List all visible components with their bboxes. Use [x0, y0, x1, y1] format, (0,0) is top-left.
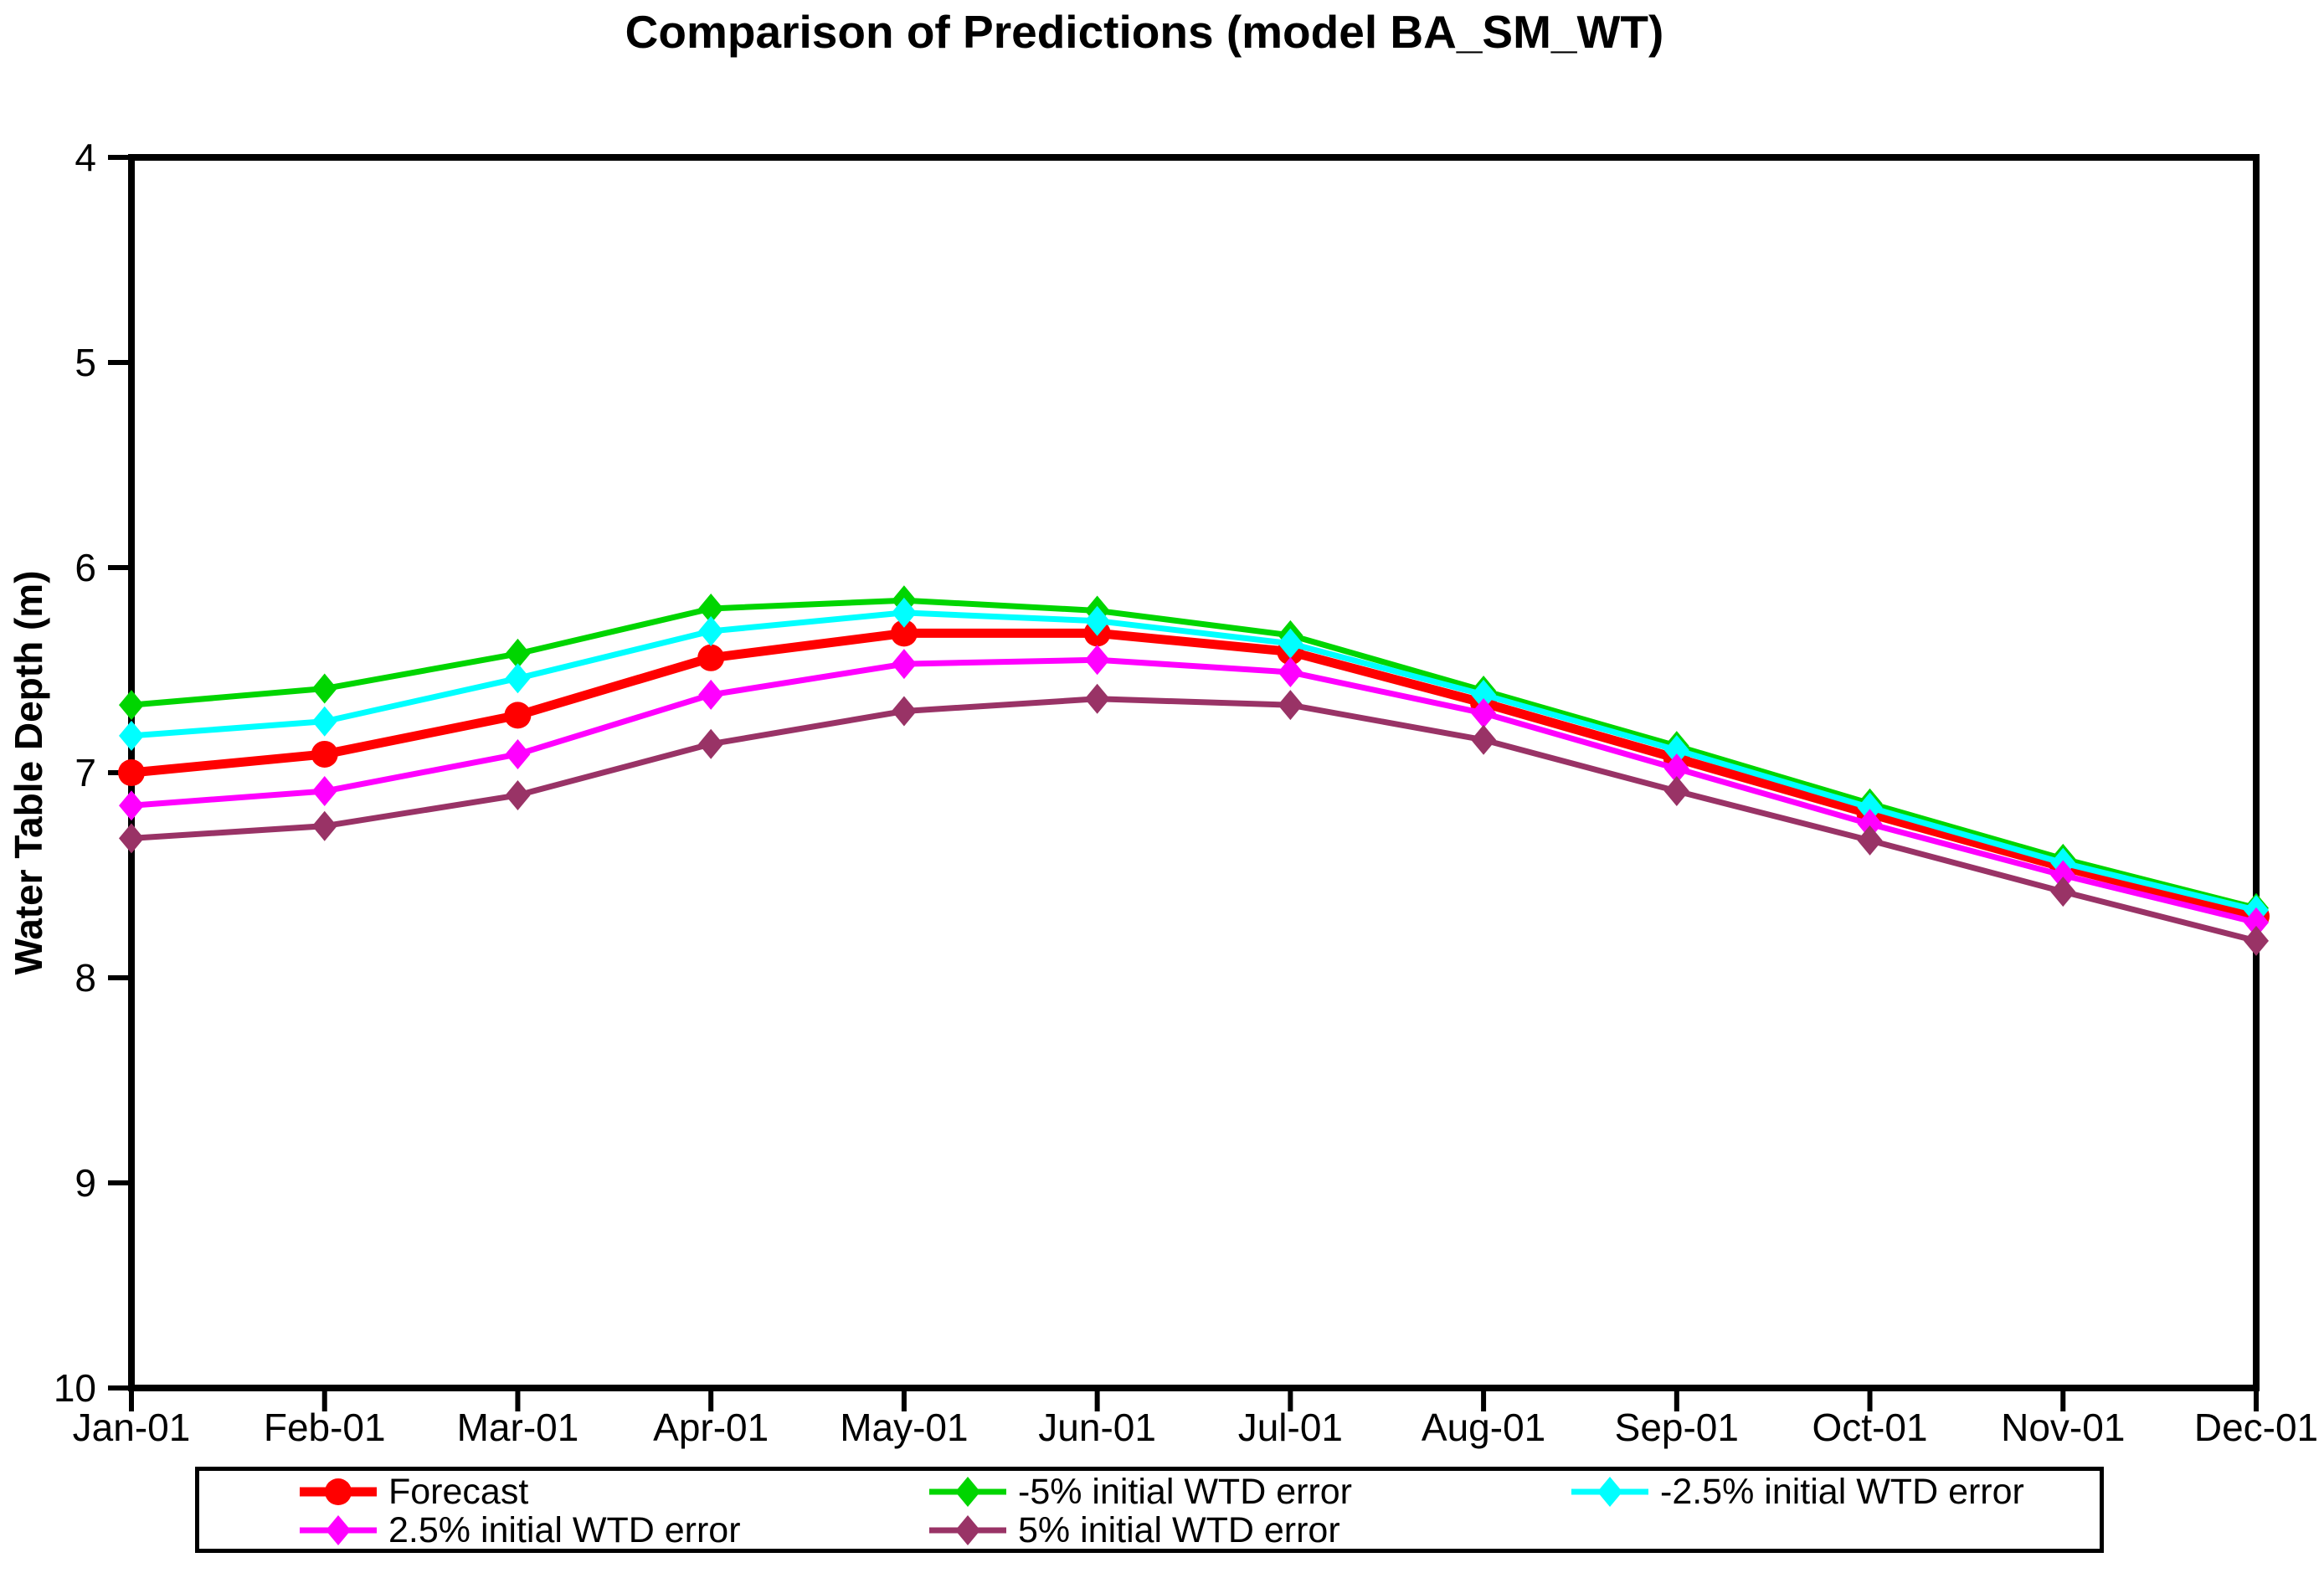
legend-marker-icon — [300, 1515, 377, 1545]
data-point-marker — [2244, 907, 2269, 938]
series-line — [128, 656, 2260, 926]
data-point-marker — [2050, 860, 2076, 891]
legend-item-3: 2.5% initial WTD error — [298, 1509, 928, 1550]
legend-marker — [955, 1477, 980, 1507]
x-tick-label: Jun-01 — [1038, 1406, 1156, 1449]
legend-label: -5% initial WTD error — [1018, 1471, 1352, 1512]
legend-item-0: Forecast — [298, 1471, 928, 1512]
legend-marker-icon — [300, 1478, 377, 1505]
data-point-marker — [698, 728, 724, 759]
data-point-marker — [2050, 876, 2076, 907]
x-tick-label: Nov-01 — [2001, 1406, 2125, 1449]
data-point-marker — [697, 644, 725, 671]
data-point-marker — [505, 779, 531, 810]
data-point-marker — [1278, 690, 1303, 721]
data-point-marker — [698, 679, 724, 710]
data-point-marker — [311, 673, 337, 704]
data-point-marker — [505, 663, 531, 694]
legend-marker — [325, 1478, 352, 1505]
legend-label: -2.5% initial WTD error — [1660, 1471, 2024, 1512]
data-point-marker — [1084, 645, 1110, 676]
data-point-marker — [1663, 753, 1689, 784]
y-tick-label: 8 — [75, 956, 96, 1000]
data-point-marker — [1278, 656, 1303, 687]
x-tick-label: Dec-01 — [2194, 1406, 2318, 1449]
data-point-marker — [119, 720, 144, 751]
data-point-marker — [118, 759, 145, 786]
data-point-marker — [311, 740, 338, 768]
data-point-marker — [1084, 605, 1110, 636]
data-point-marker — [119, 790, 144, 821]
x-tick-label: Oct-01 — [1812, 1406, 1928, 1449]
legend-label: Forecast — [388, 1471, 529, 1512]
series-line — [126, 628, 2261, 921]
data-point-marker — [890, 619, 918, 647]
data-point-marker — [1471, 697, 1497, 728]
legend-label: 2.5% initial WTD error — [388, 1509, 741, 1550]
y-tick-label: 5 — [75, 341, 96, 384]
x-tick-label: Mar-01 — [457, 1406, 579, 1449]
x-tick-label: Feb-01 — [264, 1406, 386, 1449]
legend-box: Forecast -5% initial WTD error -2.5% initi… — [195, 1467, 2104, 1553]
data-point-marker — [119, 690, 144, 721]
data-point-marker — [1663, 776, 1689, 807]
data-point-marker — [311, 810, 337, 841]
y-tick-label: 4 — [75, 136, 96, 179]
legend-marker — [955, 1515, 980, 1545]
data-point-marker — [1857, 809, 1883, 840]
plot-frame — [128, 154, 2260, 1391]
data-point-marker — [504, 702, 532, 729]
legend-item-1: -5% initial WTD error — [928, 1471, 1570, 1512]
legend-marker-icon — [1571, 1477, 1648, 1507]
series-3 — [119, 645, 2269, 938]
data-point-marker — [311, 706, 337, 737]
x-axis-ticks: Jan-01 Feb-01 Mar-01 Apr-01 May-01 Jun-01 Jul-… — [73, 1388, 2318, 1449]
y-tick-label: 7 — [75, 751, 96, 794]
data-point-marker — [891, 597, 917, 628]
data-point-marker — [891, 649, 917, 680]
series-line — [128, 696, 2260, 944]
data-point-marker — [1278, 628, 1303, 659]
legend-marker — [1597, 1477, 1622, 1507]
x-tick-label: May-01 — [840, 1406, 968, 1449]
legend-grid: Forecast -5% initial WTD error -2.5% initi… — [199, 1471, 2100, 1550]
data-point-marker — [1471, 679, 1497, 710]
x-tick-label: Jul-01 — [1238, 1406, 1343, 1449]
x-tick-label: Aug-01 — [1422, 1406, 1545, 1449]
legend-marker — [326, 1515, 351, 1545]
data-point-marker — [119, 823, 144, 854]
data-point-marker — [698, 594, 724, 624]
data-point-marker — [891, 696, 917, 727]
legend-item-4: 5% initial WTD error — [928, 1509, 1570, 1550]
x-tick-label: Apr-01 — [653, 1406, 769, 1449]
y-tick-label: 10 — [54, 1366, 96, 1410]
series-4 — [119, 683, 2269, 956]
y-axis-ticks: 4 5 6 7 8 9 10 — [54, 136, 131, 1410]
legend-marker-icon — [929, 1477, 1006, 1507]
data-point-marker — [1471, 724, 1497, 755]
data-point-marker — [505, 738, 531, 769]
data-point-marker — [1857, 825, 1883, 856]
legend-label: 5% initial WTD error — [1018, 1509, 1340, 1550]
series-line — [128, 597, 2260, 912]
data-point-marker — [2244, 925, 2269, 956]
chart-title: Comparison of Predictions (model BA_SM_W… — [625, 6, 1664, 58]
x-tick-label: Sep-01 — [1615, 1406, 1739, 1449]
data-point-marker — [311, 776, 337, 807]
data-point-marker — [1857, 792, 1883, 823]
legend-marker-icon — [929, 1515, 1006, 1545]
data-point-marker — [1663, 735, 1689, 766]
y-tick-label: 9 — [75, 1161, 96, 1205]
series-line — [128, 609, 2260, 913]
data-point-marker — [698, 615, 724, 646]
series-1 — [119, 585, 2269, 923]
y-tick-label: 6 — [75, 546, 96, 589]
legend-item-2: -2.5% initial WTD error — [1570, 1471, 2100, 1512]
data-point-marker — [505, 638, 531, 669]
x-tick-label: Jan-01 — [73, 1406, 191, 1449]
data-point-marker — [1084, 683, 1110, 714]
